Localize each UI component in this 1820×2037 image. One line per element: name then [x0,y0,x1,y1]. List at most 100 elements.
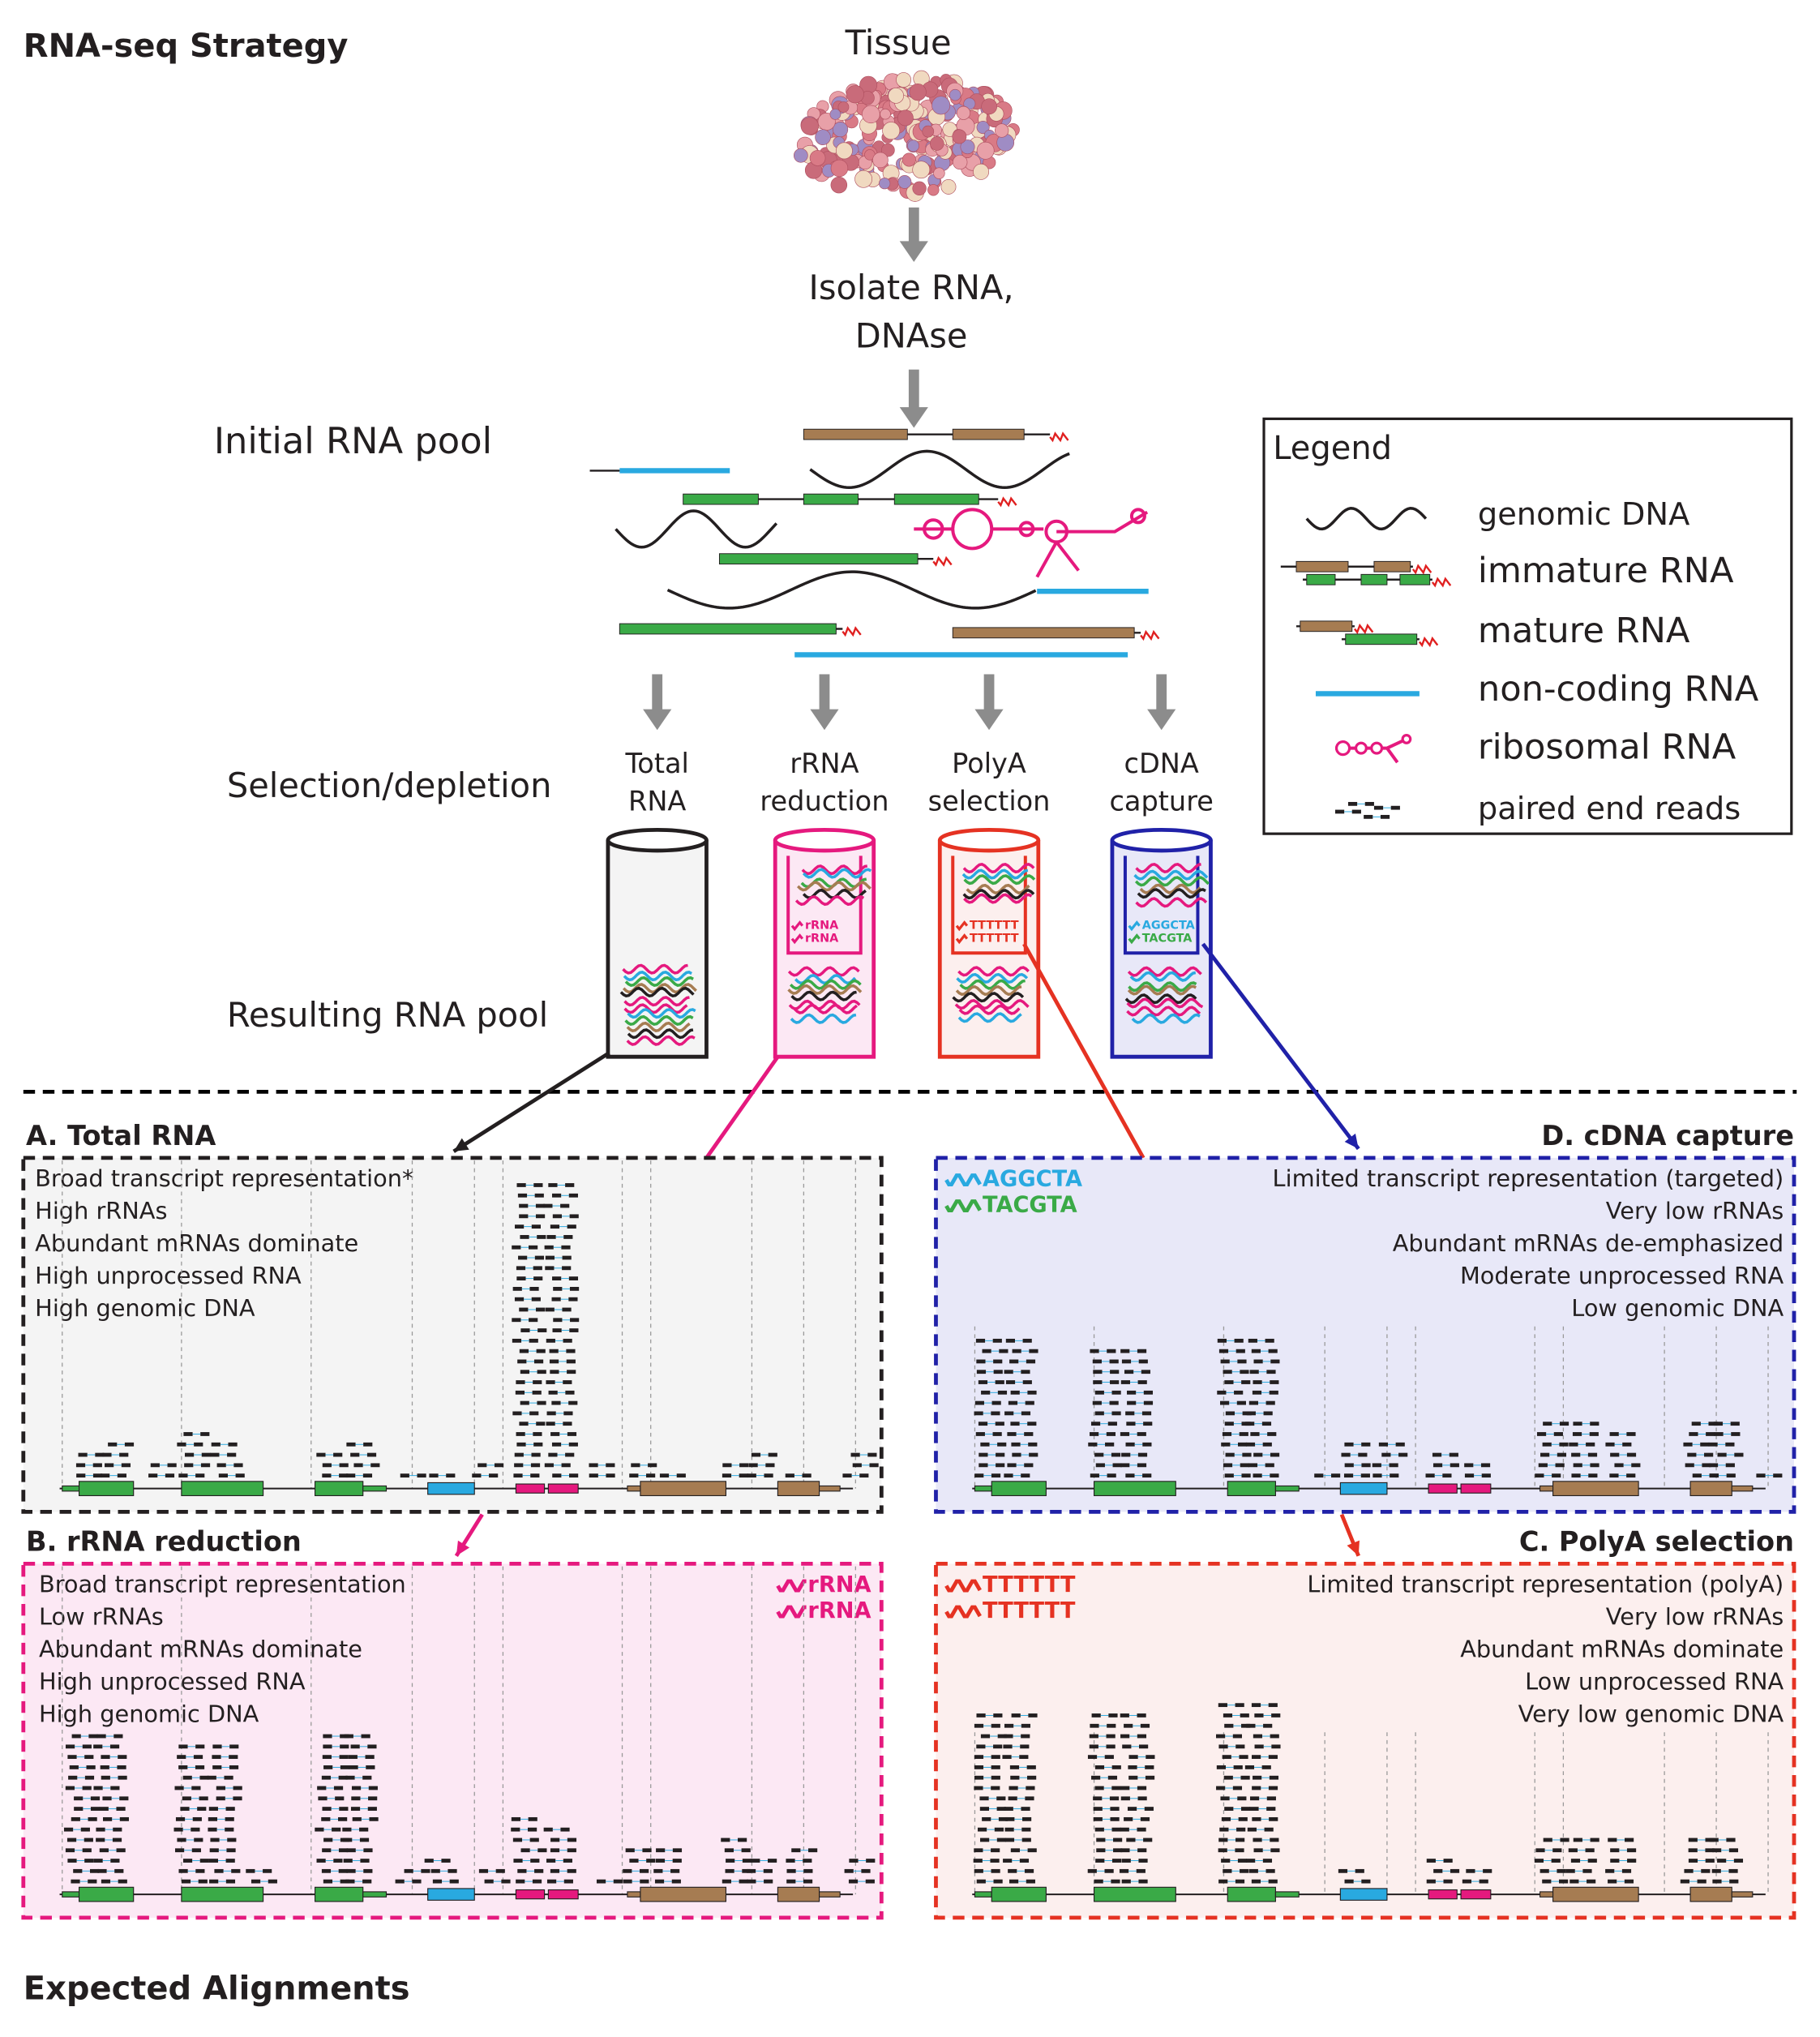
read [1137,1734,1147,1739]
read [1240,1807,1251,1811]
cell [976,141,995,160]
read [1218,1703,1227,1708]
read [1119,1868,1129,1873]
read [567,1848,576,1853]
cell [909,84,927,101]
read [516,1276,526,1280]
read [340,1744,349,1749]
read [494,1463,504,1468]
read [606,1473,615,1478]
read [533,1183,543,1187]
tube-rna [627,1028,694,1040]
genomic-dna [615,509,778,549]
read [994,1827,1004,1832]
read [84,1775,95,1780]
read [654,1879,665,1884]
read [1573,1463,1582,1468]
read [1263,1723,1273,1728]
read [516,1432,525,1436]
read [71,1879,80,1884]
read [96,1827,105,1832]
read [1683,1442,1693,1447]
cell [896,72,912,88]
read [1726,1473,1736,1478]
tube-rna [961,868,1029,880]
read [178,1868,188,1873]
read [65,1786,75,1790]
read [978,1827,987,1832]
read [561,1463,571,1468]
read [1730,1422,1740,1426]
read [1265,1463,1274,1468]
tube-rna [623,996,690,1007]
exon [515,1483,546,1494]
read [182,1796,191,1801]
read [1590,1838,1599,1842]
read [1223,1775,1233,1780]
read [512,1245,521,1250]
read [1008,1868,1017,1873]
cell [882,122,901,140]
read [1240,1463,1249,1468]
tube-rna [956,972,1029,984]
exon [803,428,908,440]
read [235,1473,245,1478]
read [1250,1432,1260,1436]
exon [683,493,759,505]
exon [1339,1482,1388,1495]
read [231,1868,241,1873]
read [1626,1473,1636,1478]
cell [837,101,850,113]
read [1266,1370,1276,1374]
read [124,1442,135,1447]
exon [315,1886,364,1902]
read [1087,1755,1098,1760]
read [1025,1796,1034,1801]
read [996,1807,1006,1811]
read [1608,1838,1617,1842]
read [1542,1879,1552,1884]
read [1614,1463,1624,1468]
read [1254,1713,1264,1718]
read [995,1380,1004,1384]
read [1012,1452,1021,1457]
read [1625,1838,1634,1842]
read [495,1868,505,1873]
read [1239,1432,1248,1436]
read [786,1859,795,1863]
read [1146,1755,1155,1760]
read [1216,1786,1226,1790]
legend-item: paired end reads [1478,791,1741,827]
read [535,1203,546,1208]
arrow-head [1147,709,1176,731]
read [1143,1838,1153,1842]
read [117,1473,127,1478]
read [90,1807,101,1811]
read [1107,1473,1116,1478]
read [1330,1473,1341,1478]
read [1426,1879,1436,1884]
read [1344,1442,1354,1447]
read [1534,1859,1544,1863]
read [1096,1838,1106,1842]
read [974,1400,984,1405]
read [975,1432,985,1436]
exon [777,1481,820,1496]
read [335,1796,345,1801]
read [980,1838,990,1842]
read [1224,1807,1234,1811]
read [536,1349,546,1353]
read [550,1868,560,1873]
read [725,1868,734,1873]
tube-rna [623,971,692,982]
read [1091,1775,1101,1780]
read [1144,1807,1154,1811]
read [84,1859,94,1863]
read [1536,1432,1547,1436]
panel-tag: rRNA [807,1598,871,1623]
read [1120,1380,1130,1384]
tube-rna [1137,888,1206,899]
exon [427,1888,475,1901]
read [1626,1848,1637,1853]
read [1137,1452,1148,1457]
